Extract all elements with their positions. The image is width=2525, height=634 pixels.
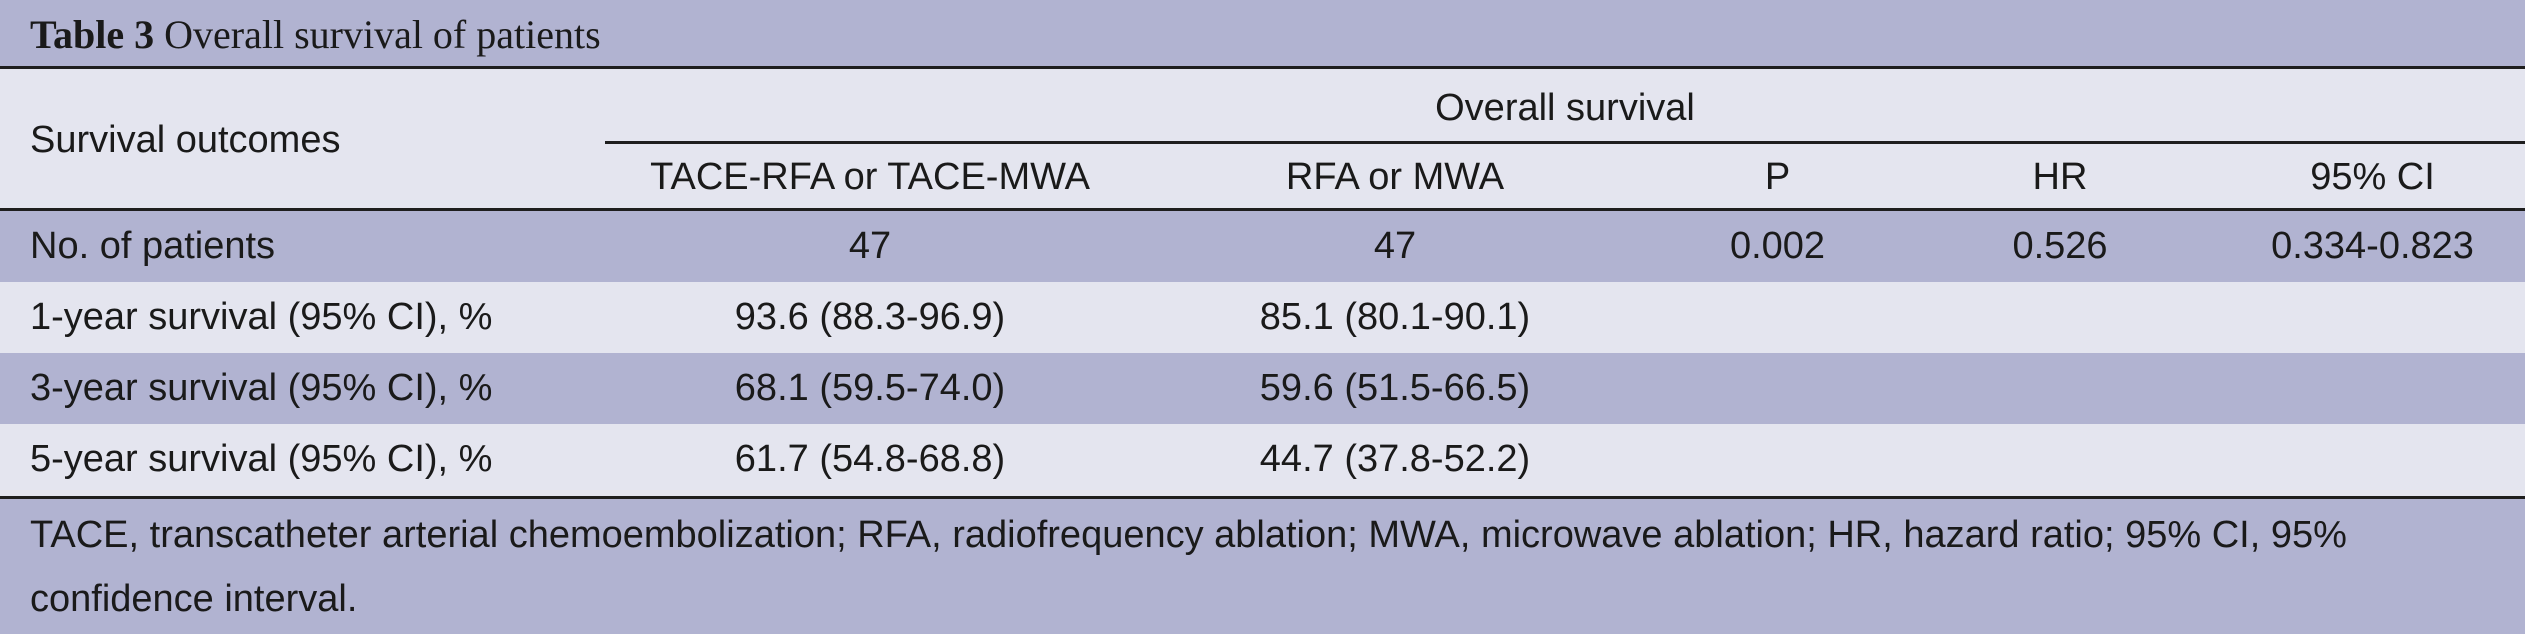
- table-row: No. of patients 47 47 0.002 0.526 0.334-…: [0, 211, 2525, 282]
- column-header: TACE-RFA or TACE-MWA: [650, 156, 1090, 198]
- row-label: 5-year survival (95% CI), %: [30, 438, 493, 480]
- table-footnote: TACE, transcatheter arterial chemoemboli…: [0, 496, 2525, 634]
- group-header-rule: [605, 141, 2525, 144]
- table-row: 5-year survival (95% CI), % 61.7 (54.8-6…: [0, 424, 2525, 496]
- row-label: 1-year survival (95% CI), %: [30, 296, 493, 338]
- table-row: 1-year survival (95% CI), % 93.6 (88.3-9…: [0, 282, 2525, 353]
- table-header: Survival outcomes Overall survival TACE-…: [0, 69, 2525, 211]
- table-number: Table 3: [30, 12, 155, 57]
- table-cell: 0.002: [1729, 225, 1826, 267]
- table-cell: 68.1 (59.5-74.0): [734, 367, 1006, 409]
- table-cell: 0.526: [2012, 225, 2108, 267]
- table-row: 3-year survival (95% CI), % 68.1 (59.5-7…: [0, 353, 2525, 424]
- table-cell: 85.1 (80.1-90.1): [1259, 296, 1531, 338]
- table-cell: 61.7 (54.8-68.8): [734, 438, 1006, 480]
- column-header: RFA or MWA: [1285, 156, 1505, 198]
- column-header: HR: [2032, 156, 2088, 198]
- table-caption: Overall survival of patients: [154, 12, 601, 57]
- table-cell: 59.6 (51.5-66.5): [1259, 367, 1531, 409]
- column-header: 95% CI: [2310, 156, 2435, 198]
- table-cell: 0.334-0.823: [2271, 225, 2474, 267]
- row-header-label: Survival outcomes: [30, 119, 341, 161]
- table-cell: 44.7 (37.8-52.2): [1259, 438, 1531, 480]
- column-header: P: [1764, 156, 1791, 198]
- table-title: Table 3 Overall survival of patients: [0, 0, 2525, 69]
- table-cell: 47: [848, 225, 892, 267]
- table-cell: 47: [1373, 225, 1417, 267]
- group-header-label: Overall survival: [1435, 87, 1695, 129]
- row-label: No. of patients: [30, 225, 276, 267]
- row-label: 3-year survival (95% CI), %: [30, 367, 493, 409]
- table-cell: 93.6 (88.3-96.9): [734, 296, 1006, 338]
